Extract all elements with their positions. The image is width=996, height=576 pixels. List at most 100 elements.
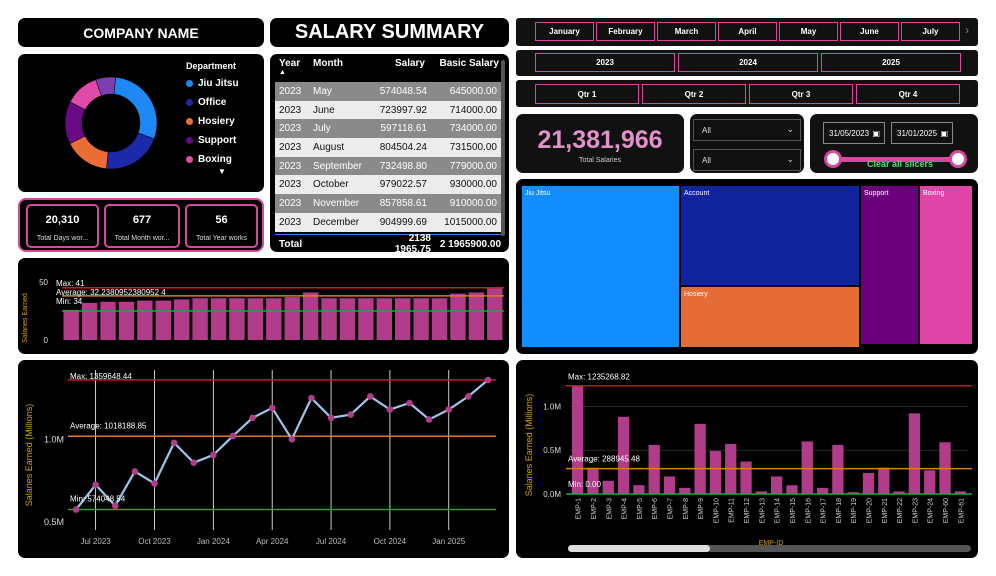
table-cell: July [313,123,331,135]
date-slider-handle-left[interactable] [824,150,842,168]
header-month[interactable]: Month [313,58,343,69]
data-point [484,376,492,384]
calendar-icon[interactable]: ▣ [872,128,880,138]
treemap-jiu-jitsu[interactable]: Jiu Jitsu [522,186,679,347]
bar [210,298,227,340]
kpi-label: Total Year works [196,235,247,242]
x-tick-label: EMP-17 [821,498,828,523]
quarter-button-qtr-1[interactable]: Qtr 1 [535,84,639,104]
kpi-value: 20,310 [45,214,80,226]
table-row[interactable]: 2023 May 574048.54 645000.00 [275,82,501,101]
treemap-boxing[interactable]: Boxing [920,186,972,344]
dropdown-1[interactable]: All ⌄ [693,119,801,141]
y-tick-label: 1.0M [44,434,64,444]
month-button-february[interactable]: February [596,22,655,41]
table-cell: 857858.61 [379,197,427,209]
company-name-banner: COMPANY NAME [18,18,264,47]
data-point [249,414,256,422]
bar [229,298,245,340]
month-button-july[interactable]: July [901,22,960,41]
bar [801,441,813,494]
legend-list: Jiu Jitsu Office Hosiery Support Boxing [186,74,262,169]
header-basic-salary[interactable]: Basic Salary [439,58,500,69]
clear-all-slicers-button[interactable]: Clear all slicers [866,159,934,169]
legend-item[interactable]: Jiu Jitsu [186,74,262,93]
total-basic-salary: 2 1965900.00 [439,238,501,250]
kpi-strip: 20,310 Total Days wor... 677 Total Month… [18,198,264,252]
year-button-2023[interactable]: 2023 [535,53,675,72]
average-label: Average: 1018188.85 [70,421,147,430]
data-point [327,414,335,422]
x-tick-label: EMP-4 [622,498,629,520]
quarter-slicer: Qtr 1 Qtr 2 Qtr 3 Qtr 4 [516,80,978,107]
table-body: 2023 May 574048.54 645000.00 2023 June 723997.… [275,82,501,232]
x-tick-label: EMP-61 [958,498,965,523]
company-name: COMPANY NAME [83,24,199,41]
legend-item[interactable]: Office [186,93,262,112]
chevron-right-icon[interactable]: › [965,23,969,37]
date-from-input[interactable]: 31/05/2023 ▣ [823,122,885,144]
table-row[interactable]: 2023 June 723997.92 714000.00 [275,100,501,120]
x-tick-label: EMP-14 [775,498,782,523]
header-year[interactable]: Year ▲ [275,58,309,82]
month-button-march[interactable]: March [657,22,716,41]
quarter-button-qtr-3[interactable]: Qtr 3 [749,84,853,104]
legend-label: Boxing [198,154,232,165]
month-button-june[interactable]: June [840,22,899,41]
table-cell: June [313,104,335,116]
bar [786,485,798,494]
year-button-2024[interactable]: 2024 [678,53,818,72]
legend-item[interactable]: Boxing [186,150,262,169]
table-cell: August [313,141,345,153]
x-tick-label: EMP-1 [576,498,583,520]
x-tick-label: EMP-6 [652,498,659,520]
x-tick-label: EMP-7 [668,498,675,520]
x-axis-label: EMP-ID [759,540,784,547]
table-cell: 734000.00 [449,123,497,135]
table-cell: November [313,197,360,209]
quarter-button-qtr-2[interactable]: Qtr 2 [642,84,746,104]
header-salary[interactable]: Salary [394,58,425,69]
horizontal-scrollbar[interactable] [568,545,971,552]
scrollbar-thumb[interactable] [568,545,710,552]
legend-dot-icon [186,80,193,87]
legend-item[interactable]: Support [186,131,262,150]
year-slicer: 2023 2024 2025 [516,50,978,76]
table-row[interactable]: 2023 December 904999.69 1015000.00 [275,212,501,232]
date-to-input[interactable]: 31/01/2025 ▣ [891,122,953,144]
data-point [288,435,296,443]
year-button-2025[interactable]: 2025 [821,53,961,72]
bar [302,292,319,340]
table-row[interactable]: 2023 August 804504.24 731500.00 [275,138,501,157]
legend-item[interactable]: Hosiery [186,112,262,131]
series-line [75,379,489,511]
legend-dot-icon [186,118,193,125]
treemap-hosiery[interactable]: Hosiery [681,287,859,347]
table-scrollbar[interactable] [501,60,505,236]
kpi-value: 56 [215,214,228,226]
table-row[interactable]: 2023 July 597118.61 734000.00 [275,119,501,139]
table-cell: 574048.54 [379,85,427,97]
treemap-account[interactable]: Account [681,186,859,285]
quarter-button-qtr-4[interactable]: Qtr 4 [856,84,960,104]
month-button-may[interactable]: May [779,22,838,41]
legend-dot-icon [186,156,193,163]
kpi-total-years: 56 Total Year works [185,204,258,248]
month-button-january[interactable]: January [535,22,594,41]
data-point [406,399,413,407]
table-cell: December [313,216,360,228]
date-slider-handle-right[interactable] [949,150,967,168]
month-button-april[interactable]: April [718,22,777,41]
calendar-icon[interactable]: ▣ [940,128,948,138]
treemap-support[interactable]: Support [861,186,918,344]
x-tick-label: EMP-15 [790,498,797,523]
date-range-slicer: 31/05/2023 ▣ 31/01/2025 ▣ Clear all slicer… [810,114,978,173]
table-row[interactable]: 2023 October 979022.57 930000.00 [275,175,501,195]
table-row[interactable]: 2023 November 857858.61 910000.00 [275,194,501,213]
caret-down-icon[interactable]: ▼ [218,167,226,176]
dropdown-2[interactable]: All ⌄ [693,149,801,171]
legend-dot-icon [186,137,193,144]
x-tick-label: EMP-21 [882,498,889,523]
date-slider-track[interactable] [832,157,960,162]
table-row[interactable]: 2023 September 732498.80 779000.00 [275,156,501,176]
